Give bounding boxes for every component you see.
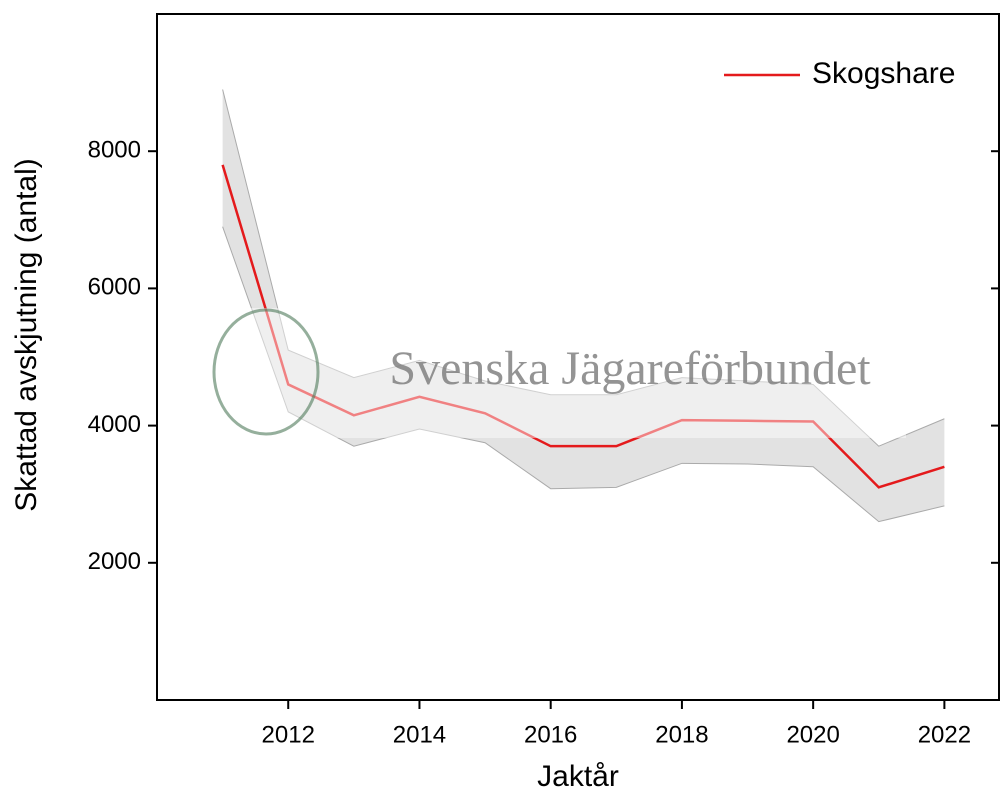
- x-tick-label: 2022: [918, 721, 971, 748]
- legend-label: Skogshare: [812, 57, 955, 90]
- series-line: [221, 164, 945, 489]
- x-tick-label: 2018: [655, 721, 708, 748]
- band-edge: [222, 226, 945, 523]
- confidence-band: [222, 89, 945, 522]
- x-axis-title: Jaktår: [537, 760, 619, 793]
- y-tick-label: 4000: [88, 411, 141, 438]
- band-edge: [222, 89, 945, 447]
- watermark-background: [212, 308, 906, 438]
- y-tick-label: 2000: [88, 548, 141, 575]
- plot-frame: [156, 13, 1000, 701]
- watermark-text: Svenska Jägareförbundet: [389, 342, 871, 395]
- x-tick-label: 2016: [524, 721, 577, 748]
- y-tick-label: 8000: [88, 137, 141, 164]
- y-axis-title: Skattad avskjutning (antal): [10, 158, 43, 512]
- x-tick-label: 2012: [262, 721, 315, 748]
- x-tick-label: 2014: [393, 721, 446, 748]
- y-tick-label: 6000: [88, 274, 141, 301]
- x-tick-label: 2020: [786, 721, 839, 748]
- watermark-logo: [212, 308, 320, 436]
